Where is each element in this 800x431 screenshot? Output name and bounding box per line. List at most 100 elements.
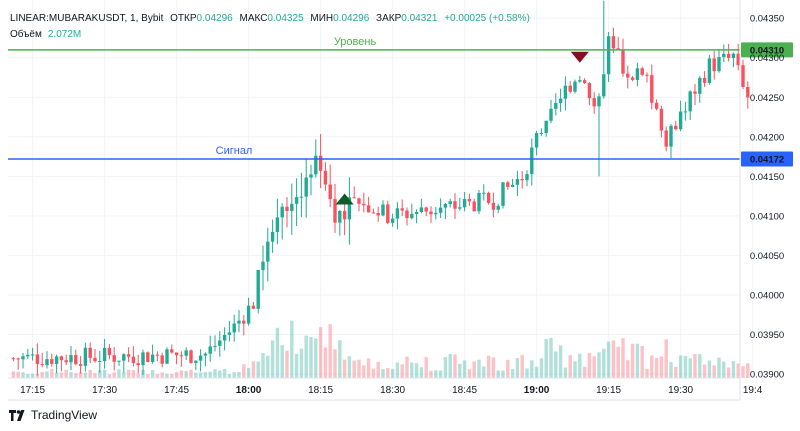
candle-body	[117, 360, 121, 362]
candle-body	[736, 53, 740, 66]
volume-bar	[640, 345, 644, 378]
candle	[26, 348, 30, 360]
candle	[40, 352, 44, 368]
candle	[496, 203, 500, 214]
volume-bar	[722, 361, 726, 378]
candle	[568, 81, 572, 94]
tradingview-brand[interactable]: TradingView	[9, 408, 97, 422]
volume-bar	[30, 373, 35, 378]
candle-body	[381, 204, 385, 216]
volume-bar	[693, 354, 697, 378]
candle-body	[362, 203, 366, 206]
candle-body	[640, 68, 644, 75]
candle	[122, 353, 126, 373]
candle-body	[165, 349, 169, 364]
candle	[126, 347, 131, 363]
candle	[582, 78, 587, 85]
candle-body	[597, 96, 601, 107]
candle	[558, 88, 563, 112]
candle	[78, 356, 83, 374]
volume-bar	[280, 345, 284, 378]
candle-body	[304, 177, 308, 197]
price-tick-label: 0.04200	[750, 132, 784, 143]
candle-body	[78, 364, 83, 366]
candle-body	[558, 98, 563, 103]
volume-bar	[702, 364, 707, 378]
candle-body	[578, 80, 582, 82]
candle	[338, 209, 342, 236]
candle-body	[477, 192, 481, 212]
candle	[419, 198, 424, 214]
volume-bar	[558, 345, 563, 378]
volume-bar	[390, 368, 395, 378]
price-tick-label: 0.04300	[750, 53, 784, 64]
open-value: 0.04296	[196, 13, 233, 24]
volume-bar	[731, 361, 736, 378]
volume-bar	[136, 373, 140, 378]
candle-body	[606, 36, 611, 75]
volume-bar	[26, 373, 30, 378]
candle	[501, 182, 505, 209]
candle	[462, 191, 467, 212]
candle	[74, 349, 78, 366]
volume-bar	[510, 369, 515, 378]
volume-bar	[179, 370, 184, 378]
candle	[30, 347, 35, 361]
candle	[669, 124, 673, 159]
candle	[222, 327, 227, 351]
volume-bar	[650, 355, 654, 378]
volume-bar	[530, 360, 534, 378]
candle-body	[621, 50, 625, 74]
candle-body	[222, 334, 227, 341]
volume-bar	[482, 366, 486, 378]
candle	[203, 352, 208, 367]
candle	[165, 347, 169, 364]
candle	[189, 349, 193, 364]
candle-body	[266, 241, 270, 262]
volume-bar	[357, 359, 361, 378]
candle	[50, 353, 54, 367]
candle	[69, 346, 73, 371]
volume-bar	[328, 324, 332, 378]
candle-body	[218, 340, 222, 346]
volume-bar	[59, 372, 64, 378]
candle-body	[98, 360, 102, 362]
candle	[674, 120, 678, 131]
candle-body	[472, 201, 476, 212]
candle	[410, 203, 414, 220]
volume-bar	[669, 362, 673, 378]
candle-body	[654, 102, 659, 109]
volume-bar	[626, 360, 630, 378]
candle-body	[237, 320, 241, 324]
time-tick-label: 18:30	[380, 385, 405, 396]
candle	[458, 197, 462, 211]
volume-bar	[64, 369, 68, 378]
volume-bar	[122, 372, 126, 378]
candle	[477, 190, 481, 215]
candle	[270, 219, 275, 253]
candle-body	[141, 352, 145, 366]
candle	[371, 208, 376, 214]
volume-bar	[578, 353, 582, 378]
candle-body	[40, 364, 44, 366]
price-tick-label: 0.03900	[750, 370, 784, 381]
symbol-name[interactable]: LINEAR:MUBARAKUSDT, 1, Bybit	[10, 13, 164, 24]
time-tick-label: 18:45	[452, 385, 477, 396]
candle	[246, 297, 251, 326]
volume-bar	[568, 355, 572, 378]
time-tick-label: 17:15	[20, 385, 45, 396]
candle	[237, 310, 241, 333]
candle	[438, 198, 443, 218]
candle-body	[131, 356, 136, 364]
candle	[597, 93, 601, 177]
candle-body	[534, 132, 539, 148]
volume-bar	[736, 363, 740, 378]
candle-body	[525, 174, 529, 181]
volume-bar	[678, 355, 683, 378]
candle-body	[563, 85, 568, 99]
volume-bar	[362, 365, 366, 378]
close-label: ЗАКР	[376, 13, 402, 24]
candle-body	[371, 212, 376, 214]
price-axis: 0.04350 0.04300 0.04250 0.04200 0.04150 0.041…	[750, 14, 784, 381]
